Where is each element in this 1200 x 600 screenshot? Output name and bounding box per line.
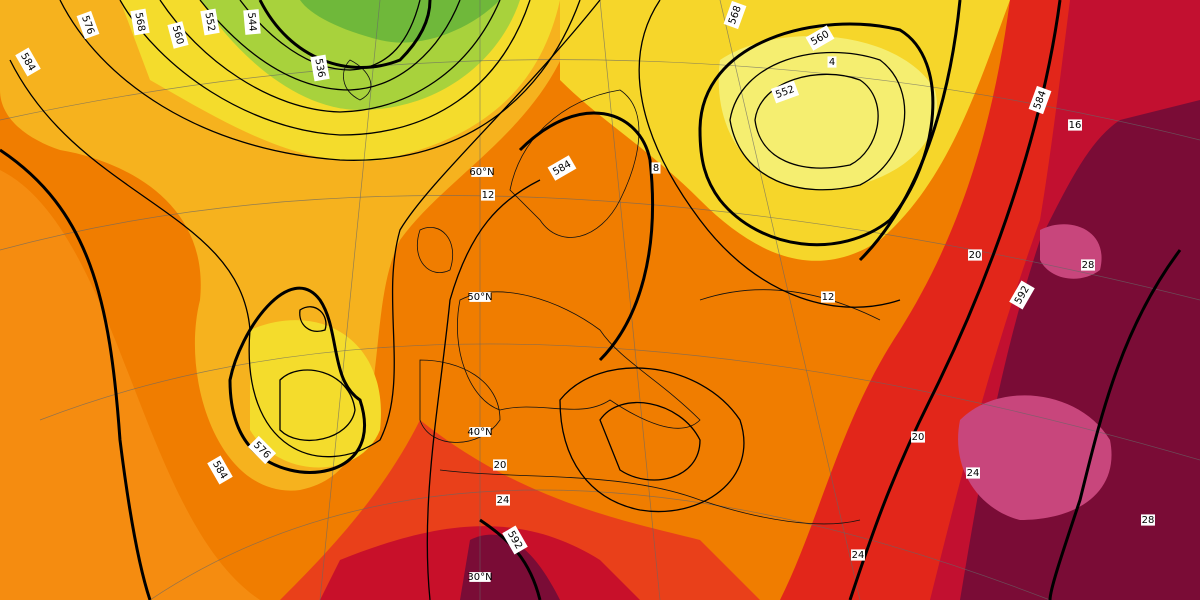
contour-label: 568 [130,8,150,36]
contour-label: 576 [76,10,100,40]
temperature-label-box [1081,259,1095,271]
temperature-label-box [493,459,507,471]
temperature-label: 20 [911,431,925,443]
temperature-label-box [1141,514,1155,526]
contour-label: 592 [1009,280,1035,310]
contour-label: 584 [1028,85,1052,115]
contour-label-box [76,10,100,40]
contour-label-box [770,80,800,104]
contour-label-box [1028,85,1052,115]
temperature-label-text: 16 [1069,120,1082,131]
contour-label-text: 536 [312,58,326,79]
contour-label: 552 [770,80,800,104]
contour-label: 568 [723,0,747,30]
labels: 576 568 560 552 544 536 584 568 560 552 584 584 592 5… [15,0,1155,583]
temperature-label: 20 [493,459,507,471]
temperature-label-text: 4 [829,57,835,68]
field-orange-light [0,170,260,600]
temperature-label-text: 20 [912,432,925,443]
contour-label: 560 [805,25,835,51]
field-yellow [120,0,560,468]
latitude-label-text: 50°N [467,292,492,303]
temperature-label-text: 8 [653,163,659,174]
contour-label-box [15,47,41,77]
temperature-label-box [481,189,495,201]
contour-label-box [167,21,189,49]
temperature-label-text: 28 [1142,515,1155,526]
temperature-label: 8 [651,162,661,174]
temperature-label-box [821,291,835,303]
contour-label-box [200,8,220,36]
temperature-label: 12 [821,291,835,303]
temperature-label-text: 12 [822,292,835,303]
contour-label-box [310,54,330,82]
contour-label-box [547,155,577,181]
temperature-label: 24 [851,549,865,561]
contour-label-box [723,0,747,30]
temperature-label-box [911,431,925,443]
temperature-label-text: 24 [967,468,980,479]
temperature-label-text: 12 [482,190,495,201]
contour-label: 544 [243,9,261,35]
latitude-label: 30°N [467,572,492,583]
temperature-label-text: 20 [969,250,982,261]
latitude-label-box [471,167,493,177]
temperature-label: 16 [1068,119,1082,131]
contour-label-text: 552 [202,12,216,33]
contour-label: 584 [15,47,41,77]
latitude-label-box [469,572,491,582]
temperature-label-text: 28 [1082,260,1095,271]
temperature-label: 28 [1141,514,1155,526]
contour-label-box [243,9,261,35]
temperature-label-box [651,162,661,174]
latitude-label: 40°N [467,427,492,438]
contour-label: 584 [207,455,233,485]
temperature-label-text: 24 [497,495,510,506]
temperature-label: 28 [1081,259,1095,271]
contour-label: 584 [547,155,577,181]
contour-label-text: 544 [245,12,258,32]
temperature-label-box [827,56,837,68]
latitude-label-text: 30°N [467,572,492,583]
contour-label: 552 [200,8,220,36]
latitude-label: 60°N [469,167,494,178]
temperature-label-box [851,549,865,561]
latitude-label-text: 60°N [469,167,494,178]
contour-label: 592 [502,525,528,555]
temperature-label-box [496,494,510,506]
contour-label-text: 568 [132,12,146,33]
contour-label-box [1009,280,1035,310]
contour-label-box [247,435,277,465]
latitude-label-box [469,427,491,437]
temperature-label-box [966,467,980,479]
contour-label: 536 [310,54,330,82]
field-pale-yellow [718,36,938,190]
temperature-label-box [968,249,982,261]
contour-label-box [130,8,150,36]
temperature-label-text: 20 [494,460,507,471]
contour-label-box [502,525,528,555]
latitude-label: 50°N [467,292,492,303]
contour-label-box [207,455,233,485]
temperature-label-text: 24 [852,550,865,561]
contour-label-box [805,25,835,51]
temperature-label: 24 [496,494,510,506]
latitude-label-text: 40°N [467,427,492,438]
temperature-label: 20 [968,249,982,261]
temperature-label: 12 [481,189,495,201]
temperature-label: 24 [966,467,980,479]
temperature-label: 4 [827,56,837,68]
temperature-label-box [1068,119,1082,131]
latitude-label-box [469,292,491,302]
contour-label: 560 [167,21,189,49]
field-green [300,0,500,43]
field-pink [958,224,1112,521]
contour-label-text: 560 [170,24,186,45]
